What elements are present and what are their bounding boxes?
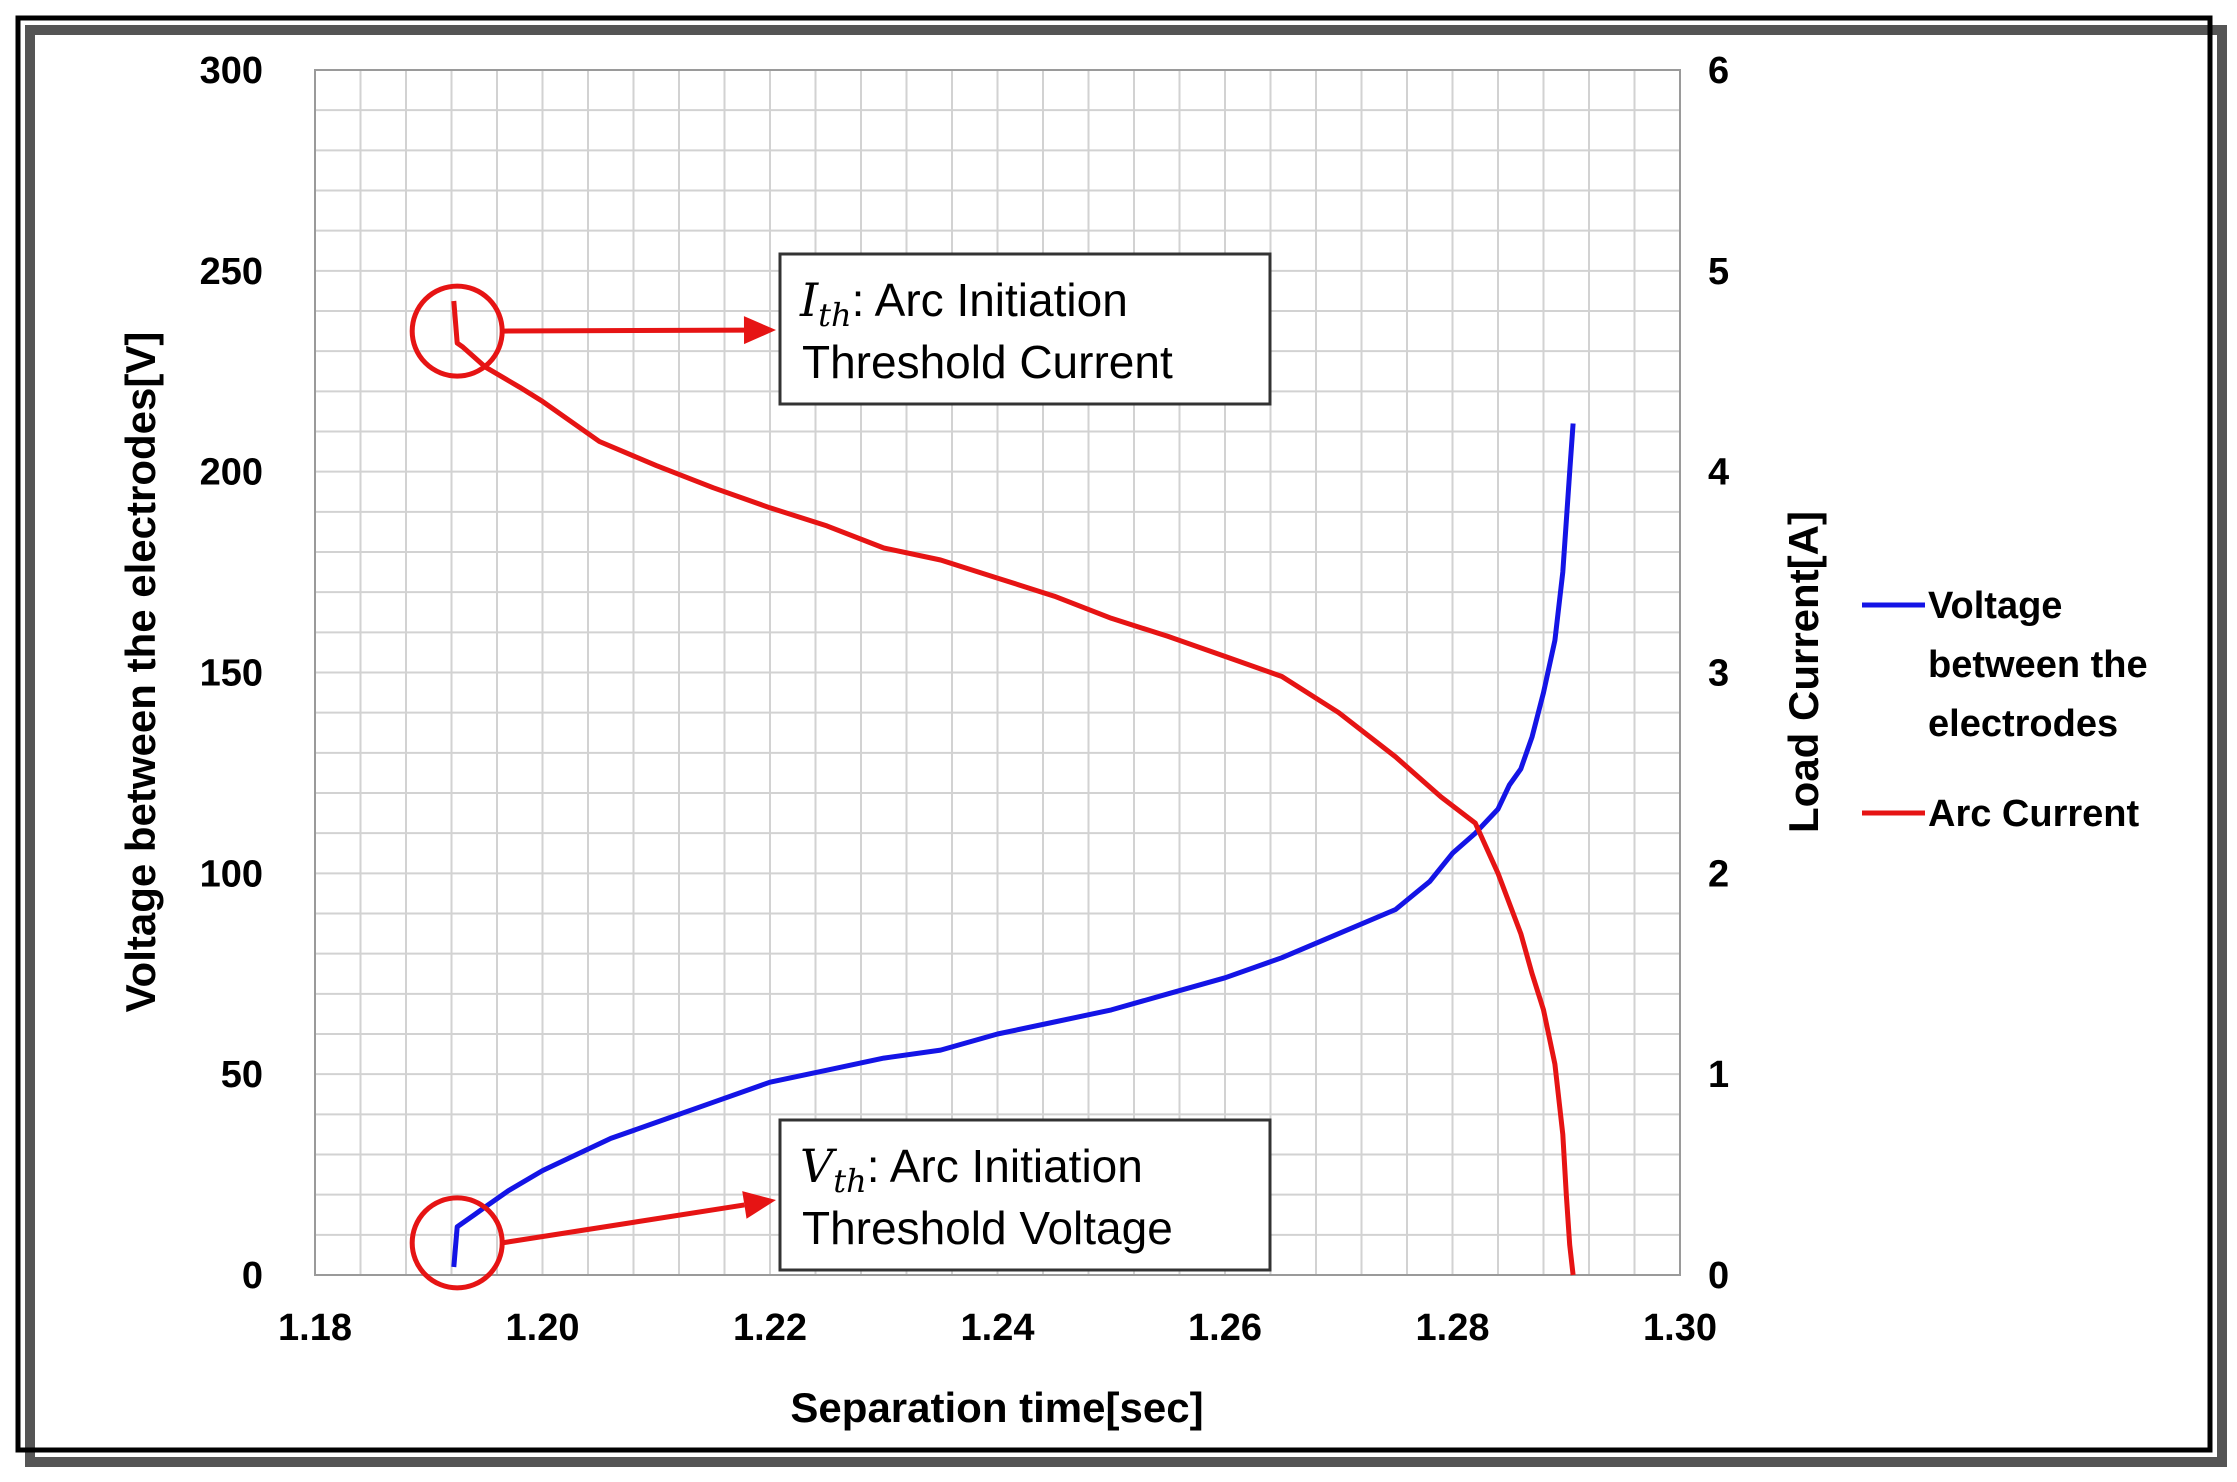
y-left-tick-label: 100 [200, 853, 263, 895]
annotation-threshold-voltage: Vth: Arc Initiation Threshold Voltage [409, 1118, 1272, 1291]
arc-current-series-line [451, 300, 1576, 1276]
y-left-tick-label: 50 [221, 1054, 263, 1096]
y-axis-left-title: Voltage between the electrodes[V] [117, 332, 164, 1013]
y-right-tick-label: 1 [1708, 1054, 1729, 1096]
y-left-tick-label: 0 [242, 1255, 263, 1297]
grid [315, 70, 1680, 1275]
threshold-current-box [778, 252, 1272, 406]
x-tick-label: 1.30 [1643, 1307, 1717, 1349]
threshold-current-label-line1: Ith: Arc Initiation [799, 273, 1128, 334]
annotation-threshold-current: Ith: Arc Initiation Threshold Current [409, 252, 1272, 406]
threshold-current-arrow [502, 327, 745, 334]
x-tick-label: 1.18 [278, 1307, 352, 1349]
y-right-tick-label: 0 [1708, 1255, 1729, 1297]
y-right-tick-label: 2 [1708, 853, 1729, 895]
voltage-series-line [451, 423, 1576, 1268]
y-right-tick-label: 3 [1708, 653, 1729, 695]
x-axis-title: Separation time[sec] [790, 1384, 1203, 1431]
series-layer [451, 300, 1576, 1276]
plot-area [314, 69, 1681, 1276]
y-right-tick-label: 5 [1708, 251, 1729, 293]
x-tick-label: 1.20 [506, 1307, 580, 1349]
y-axis-right-title: Load Current[A] [1780, 511, 1827, 833]
x-tick-label: 1.26 [1188, 1307, 1262, 1349]
legend: Voltage between the electrodes Arc Curre… [1862, 585, 2158, 835]
threshold-voltage-arrow [501, 1202, 745, 1246]
threshold-current-label-line2: Threshold Current [802, 336, 1173, 388]
threshold-voltage-label-line2: Threshold Voltage [802, 1202, 1173, 1254]
threshold-voltage-label-line1: Vth: Arc Initiation [800, 1139, 1143, 1200]
legend-current-label: Arc Current [1928, 793, 2139, 835]
y-left-tick-label: 200 [200, 452, 263, 494]
outer-border-shadow [25, 25, 2227, 1467]
y-left-tick-label: 300 [200, 50, 263, 92]
y-left-tick-label: 150 [200, 653, 263, 695]
y-right-tick-label: 6 [1708, 50, 1729, 92]
threshold-voltage-box [778, 1118, 1272, 1272]
x-tick-label: 1.28 [1416, 1307, 1490, 1349]
y-left-tick-label: 250 [200, 251, 263, 293]
x-tick-label: 1.22 [733, 1307, 807, 1349]
threshold-voltage-arrowhead [742, 1191, 776, 1219]
x-tick-label: 1.24 [961, 1307, 1035, 1349]
ticks-layer: 1.18 1.20 1.22 1.24 1.26 1.28 1.30050100150200… [200, 50, 1730, 1349]
y-right-tick-label: 4 [1708, 452, 1729, 494]
legend-voltage-label: Voltage between the electrodes [1928, 585, 2158, 745]
outer-border [15, 15, 2213, 1453]
threshold-current-arrowhead [743, 316, 776, 345]
